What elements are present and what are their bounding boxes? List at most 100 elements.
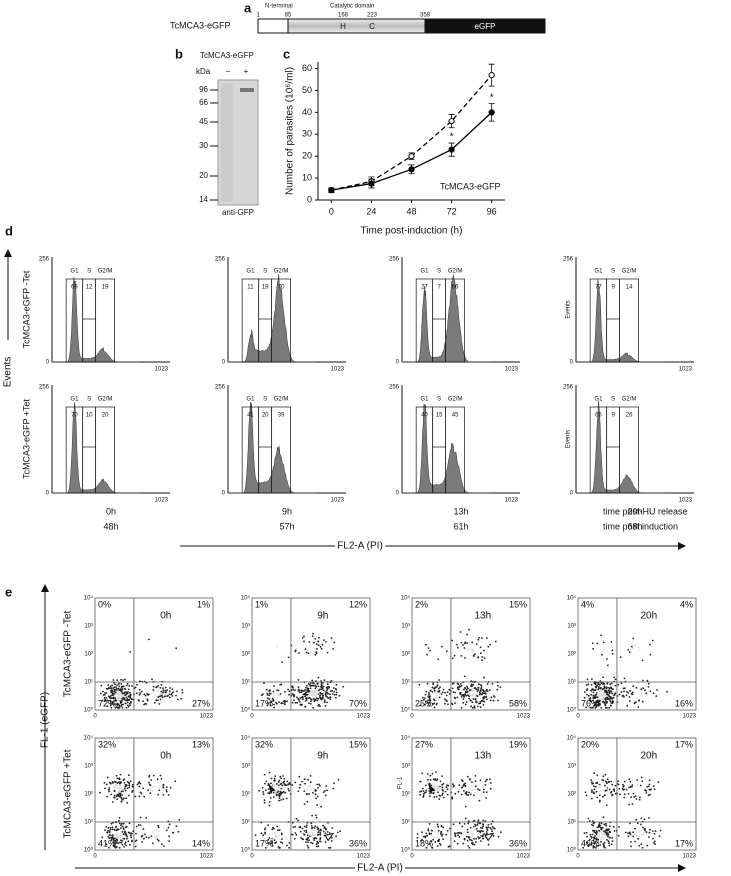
- dot: [159, 698, 162, 701]
- dot: [317, 831, 320, 834]
- dot: [109, 827, 112, 829]
- dot: [595, 837, 597, 840]
- dot: [306, 693, 309, 696]
- dot: [458, 784, 461, 786]
- dot: [441, 794, 444, 796]
- y-tick-label: 10⁴: [401, 595, 411, 602]
- dot: [589, 700, 592, 703]
- dot: [597, 838, 600, 841]
- dot: [152, 774, 155, 777]
- dot: [333, 782, 335, 785]
- dot: [585, 684, 588, 686]
- dot: [113, 796, 116, 799]
- dot: [465, 793, 468, 796]
- dot: [113, 794, 116, 797]
- dot: [468, 778, 471, 781]
- dot: [268, 689, 271, 692]
- dot: [628, 778, 631, 781]
- dot: [594, 689, 597, 691]
- dot: [160, 778, 163, 780]
- dot: [120, 683, 123, 685]
- dot: [480, 700, 483, 702]
- dot: [487, 826, 489, 829]
- dot: [113, 844, 116, 847]
- x-tick-label: 0: [576, 714, 580, 720]
- dot: [99, 791, 101, 794]
- dot: [605, 804, 608, 806]
- dot: [485, 831, 488, 833]
- quadrant-percent: 0%: [98, 599, 111, 609]
- dot: [635, 830, 638, 833]
- dot: [603, 790, 605, 792]
- y-tick-label: 10²: [401, 652, 410, 658]
- dot: [281, 838, 283, 840]
- dot: [268, 698, 270, 700]
- dot: [590, 779, 592, 781]
- dot: [480, 689, 482, 691]
- dot: [127, 699, 130, 701]
- dot: [118, 795, 121, 798]
- dot: [619, 793, 621, 796]
- dot: [124, 826, 127, 829]
- dot: [111, 826, 114, 829]
- dot: [102, 694, 105, 696]
- quadrant-percent: 16%: [675, 698, 693, 708]
- data-point: [488, 72, 495, 79]
- dot: [306, 788, 309, 791]
- dot: [479, 837, 481, 839]
- dot: [128, 685, 131, 687]
- dot: [428, 701, 431, 703]
- dot: [460, 832, 463, 835]
- dot: [125, 797, 128, 800]
- dot: [448, 692, 451, 695]
- dot: [600, 822, 603, 825]
- dot: [585, 794, 588, 797]
- dot: [291, 784, 294, 786]
- histogram: [228, 401, 317, 494]
- dot: [313, 699, 316, 701]
- gate-percent: 12: [86, 285, 93, 291]
- marker-label: 20: [199, 171, 208, 180]
- dot: [275, 841, 278, 844]
- dot: [149, 784, 152, 787]
- dot: [121, 843, 124, 846]
- dot: [585, 831, 588, 834]
- dot: [304, 648, 307, 651]
- dot: [121, 692, 124, 695]
- dot: [641, 846, 644, 849]
- dot: [592, 691, 595, 694]
- dot: [490, 823, 493, 825]
- dot: [125, 684, 128, 687]
- dot: [465, 688, 468, 691]
- dot: [473, 837, 475, 840]
- dot: [330, 637, 333, 639]
- dot: [121, 706, 124, 709]
- dot: [323, 679, 326, 681]
- y-tick-label: 0: [307, 194, 312, 204]
- dot: [167, 826, 170, 829]
- dot: [315, 643, 318, 646]
- axis-label: 256: [563, 385, 574, 391]
- quadrant-percent: 27%: [415, 739, 433, 749]
- dot: [292, 694, 295, 697]
- gate-label: S: [87, 397, 91, 403]
- dot: [635, 686, 638, 689]
- dot: [300, 837, 302, 839]
- dot: [469, 644, 472, 646]
- dot: [303, 830, 306, 832]
- dot: [634, 833, 636, 836]
- dot: [592, 829, 594, 832]
- dot: [305, 651, 308, 654]
- dot: [123, 782, 126, 784]
- dot: [148, 775, 151, 778]
- axis-label: 256: [39, 257, 50, 263]
- dot: [319, 688, 321, 691]
- dot: [306, 793, 309, 796]
- dot: [606, 690, 608, 692]
- dot: [586, 835, 588, 838]
- dot-cloud: [418, 628, 502, 709]
- dot: [313, 787, 315, 789]
- y-tick-label: 10²: [241, 792, 250, 798]
- dot: [429, 792, 431, 795]
- dot: [129, 780, 132, 783]
